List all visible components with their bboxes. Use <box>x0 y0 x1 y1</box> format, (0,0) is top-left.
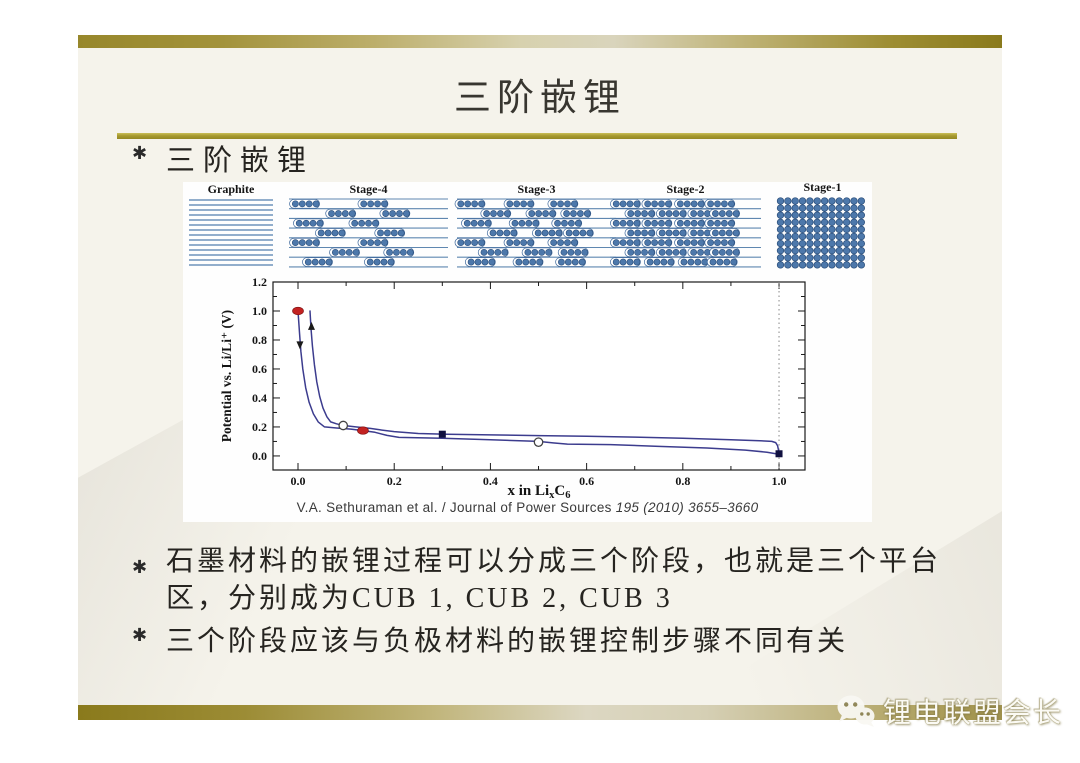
svg-text:1.0: 1.0 <box>772 474 787 488</box>
bullet-asterisk-icon: ✱ <box>132 143 156 164</box>
title-underline <box>117 133 957 139</box>
svg-text:Stage-1: Stage-1 <box>804 182 842 194</box>
bullet-item-2: ✱ 石墨材料的嵌锂过程可以分成三个阶段，也就是三个平台 区，分别成为CUB 1,… <box>132 543 992 617</box>
svg-text:0.0: 0.0 <box>252 449 267 463</box>
slide-title: 三阶嵌锂 <box>454 78 626 119</box>
bullet-asterisk-icon: ✱ <box>132 625 151 646</box>
svg-text:0.0: 0.0 <box>291 474 306 488</box>
bullet-1-text: 三阶嵌锂 <box>166 145 315 177</box>
watermark-text: 锂电联盟会长 <box>883 698 1064 729</box>
figure-citation: V.A. Sethuraman et al. / Journal of Powe… <box>183 500 872 515</box>
stage-block-stage-3: Stage-3 <box>454 182 616 268</box>
svg-text:0.8: 0.8 <box>675 474 690 488</box>
svg-text:0.4: 0.4 <box>252 391 267 405</box>
svg-text:1.0: 1.0 <box>252 304 267 318</box>
bullet-2-line-1: 石墨材料的嵌锂过程可以分成三个阶段，也就是三个平台 <box>166 546 942 577</box>
bullet-3-text: 三个阶段应该与负极材料的嵌锂控制步骤不同有关 <box>166 626 849 657</box>
svg-text:0.8: 0.8 <box>252 333 267 347</box>
bullet-item-1: ✱ 三阶嵌锂 <box>132 137 314 179</box>
bullet-item-3: ✱ 三个阶段应该与负极材料的嵌锂控制步骤不同有关 <box>132 619 848 659</box>
potential-vs-x-chart: 0.0 0.2 0.4 0.6 0.8 1.0 0.0 0.2 0.4 0.6 0.8 1.0 1.2 P… <box>219 275 806 501</box>
svg-text:0.6: 0.6 <box>252 362 267 376</box>
citation-text: V.A. Sethuraman et al. / Journal of Powe… <box>296 500 616 515</box>
chart-markers <box>292 306 783 458</box>
lithiation-curve <box>297 310 780 455</box>
svg-text:1.2: 1.2 <box>252 275 267 289</box>
bullet-2-text: 石墨材料的嵌锂过程可以分成三个阶段，也就是三个平台 区，分别成为CUB 1, C… <box>166 543 941 617</box>
wechat-icon <box>837 695 875 727</box>
y-axis-label: Potential vs. Li/Li⁺ (V) <box>219 310 234 442</box>
svg-text:Stage-2: Stage-2 <box>667 182 705 196</box>
svg-text:0.6: 0.6 <box>579 474 594 488</box>
bullet-asterisk-icon: ✱ <box>132 557 151 578</box>
svg-text:0.2: 0.2 <box>252 420 267 434</box>
chart-axes: 0.0 0.2 0.4 0.6 0.8 1.0 0.0 0.2 0.4 0.6 0.8 1.0 1.2 <box>252 275 806 488</box>
stage-block-stage-1: Stage-1 <box>776 182 865 269</box>
stage-block-stage-4: Stage-4 <box>289 182 448 268</box>
svg-text:0.4: 0.4 <box>483 474 498 488</box>
citation-italic-text: 195 (2010) 3655–3660 <box>615 500 759 515</box>
bullet-2-line-2: 区，分别成为CUB 1, CUB 2, CUB 3 <box>166 583 673 614</box>
figure-panel: Graphite Stage-4 Stage-3 Stage-2 Stage-1 0.0… <box>183 182 872 522</box>
slide: 三阶嵌锂 ✱ 三阶嵌锂 Graphite Stage-4 Stage-3 Stage-… <box>78 35 1002 720</box>
svg-text:Stage-4: Stage-4 <box>350 182 388 196</box>
watermark: 锂电联盟会长 <box>836 690 1063 732</box>
bottom-gold-bar <box>78 705 1002 720</box>
x-axis-label: x in LixC6 <box>507 483 570 501</box>
svg-text:Graphite: Graphite <box>208 182 255 196</box>
delithiation-curve <box>309 310 780 455</box>
top-gold-bar <box>78 35 1002 48</box>
stage-block-stage-2: Stage-2 <box>610 182 761 268</box>
svg-text:Stage-3: Stage-3 <box>518 182 556 196</box>
svg-text:0.2: 0.2 <box>387 474 402 488</box>
stage-block-graphite: Graphite <box>189 182 273 266</box>
graphite-stages-diagram: Graphite Stage-4 Stage-3 Stage-2 Stage-1 <box>189 182 865 269</box>
